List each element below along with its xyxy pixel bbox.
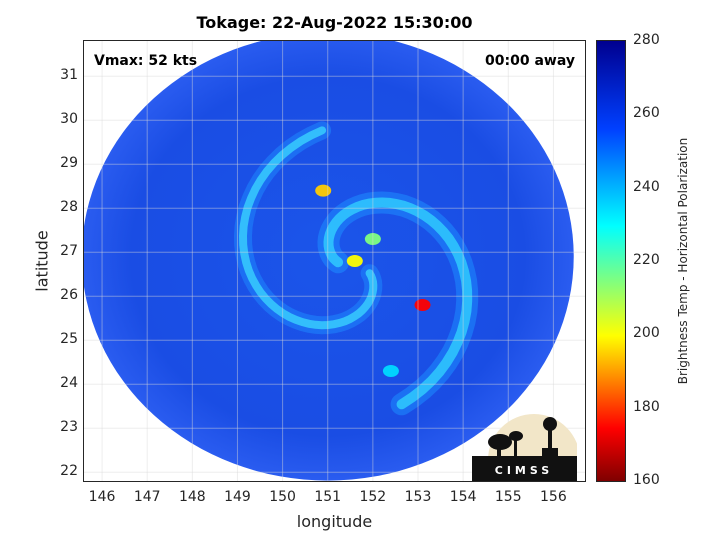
vmax-label: Vmax: 52 kts [94,53,198,69]
colorbar-tick-label: 220 [633,252,660,268]
plot-title: Tokage: 22-Aug-2022 15:30:00 [196,13,473,32]
x-tick-label: 147 [133,489,161,505]
x-tick-label: 154 [449,489,477,505]
y-tick-label: 29 [60,155,78,172]
y-tick-label: 25 [60,331,78,348]
y-tick-label: 22 [60,463,78,480]
map-panel: Vmax: 52 kts 00:00 away CIMSS [83,40,586,482]
y-tick-label: 30 [60,111,78,128]
time-away-label: 00:00 away [485,53,575,69]
y-tick-label: 28 [60,199,78,216]
cimss-logo-text: CIMSS [495,464,553,477]
colorbar-tick-label: 260 [633,105,660,122]
y-tick-label: 24 [60,375,78,392]
colorbar-label: Brightness Temp - Horizontal Polarizatio… [676,137,690,385]
y-tick-label: 23 [60,419,78,436]
colorbar-tick-label: 160 [633,472,660,488]
x-tick-label: 150 [269,489,296,505]
x-tick-label: 146 [88,489,116,505]
x-tick-label: 155 [494,489,522,505]
x-tick-label: 151 [314,489,342,505]
satellite-image [84,41,585,481]
colorbar [596,40,626,482]
colorbar-tick-label: 240 [633,178,660,195]
y-tick-label: 27 [60,243,78,260]
y-axis-label: latitude [32,230,52,292]
colorbar-tick-label: 200 [633,325,660,342]
rainband-arc [238,126,378,330]
colorbar-tick-label: 280 [633,32,660,48]
rainbands [233,121,479,416]
gridlines [84,41,585,481]
y-tick-label: 26 [60,287,78,304]
x-tick-label: 153 [404,489,432,505]
x-tick-label: 149 [224,489,251,505]
convection-inner-core-2 [364,233,381,245]
x-tick-label: 148 [178,489,206,505]
convection-rainband-east [414,299,431,311]
cimss-logo: CIMSS [472,414,577,481]
x-tick-label: 152 [359,489,387,505]
convection-rainband-south [382,365,399,377]
x-tick-label: 156 [540,489,567,505]
colorbar-tick-label: 180 [633,398,660,415]
y-tick-label: 31 [60,67,78,84]
convection-inner-core-1 [346,255,363,267]
convection-outer-band-north [315,184,332,197]
rainband-arc [323,197,473,410]
x-axis-label: longitude [296,512,373,531]
